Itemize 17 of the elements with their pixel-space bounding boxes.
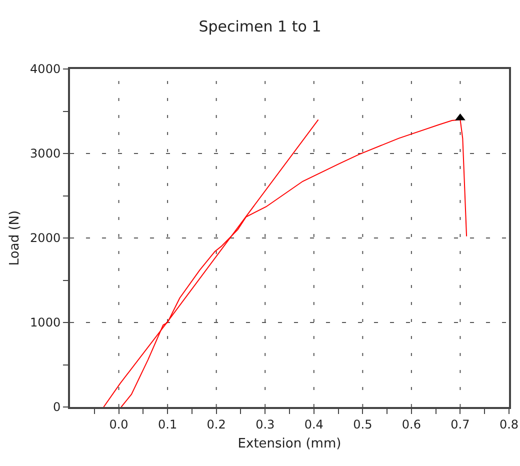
x-tick-label: 0.8	[499, 417, 519, 432]
x-axis-title: Extension (mm)	[238, 436, 342, 452]
y-tick-label: 1000	[30, 316, 61, 330]
x-tick-label: 0.7	[450, 417, 470, 432]
y-tick-label: 4000	[30, 62, 61, 76]
y-axis-title: Load (N)	[8, 210, 23, 266]
x-tick-label: 0.5	[353, 417, 372, 432]
x-tick-label: 0.6	[402, 417, 421, 432]
x-tick-label: 0.1	[158, 417, 178, 432]
chart-title: Specimen 1 to 1	[198, 17, 322, 36]
x-tick-label: 0.2	[206, 417, 226, 432]
x-tick-label: 0.3	[256, 417, 275, 432]
y-tick-label: 2000	[30, 231, 61, 246]
x-tick-label: 0.4	[304, 417, 324, 432]
y-tick-label: 0	[52, 400, 61, 414]
y-tick-label: 3000	[30, 146, 61, 161]
x-tick-label: 0.0	[109, 417, 128, 432]
